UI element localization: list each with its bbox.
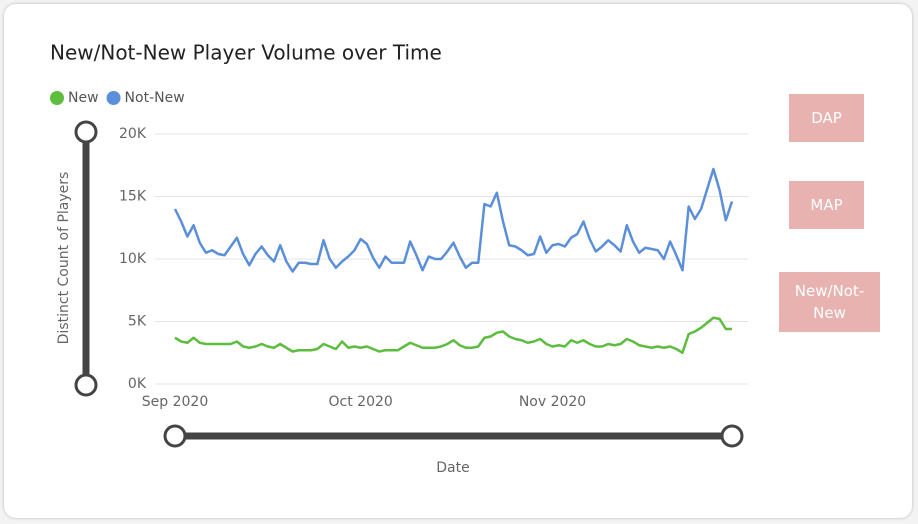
x-slider-handle[interactable] [720, 424, 744, 448]
x-tick-label: Oct 2020 [329, 394, 393, 410]
card [4, 4, 912, 518]
y-axis-label: Distinct Count of Players [56, 172, 72, 345]
y-tick-label: 10K [119, 251, 147, 267]
legend-label: New [68, 90, 99, 106]
y-tick-label: 5K [128, 314, 147, 330]
y-slider-handle[interactable] [74, 120, 98, 144]
legend-label: Not-New [125, 90, 185, 106]
button[interactable]: New/Not-New [779, 272, 880, 332]
x-slider-handle[interactable] [163, 424, 187, 448]
y-tick-label: 20K [119, 126, 147, 142]
x-axis-label: Date [436, 460, 469, 476]
line-series [173, 167, 734, 273]
button[interactable]: DAP [789, 94, 864, 142]
y-tick-label: 0K [128, 376, 147, 392]
y-tick-label: 15K [119, 189, 147, 205]
legend-marker [50, 91, 64, 105]
x-tick-label: Sep 2020 [142, 394, 208, 410]
chart-title: New/Not-New Player Volume over Time [50, 41, 442, 65]
button[interactable]: MAP [789, 181, 864, 229]
y-slider-handle[interactable] [74, 373, 98, 397]
x-tick-label: Nov 2020 [519, 394, 586, 410]
legend-marker [106, 91, 121, 105]
line-series [174, 316, 732, 354]
